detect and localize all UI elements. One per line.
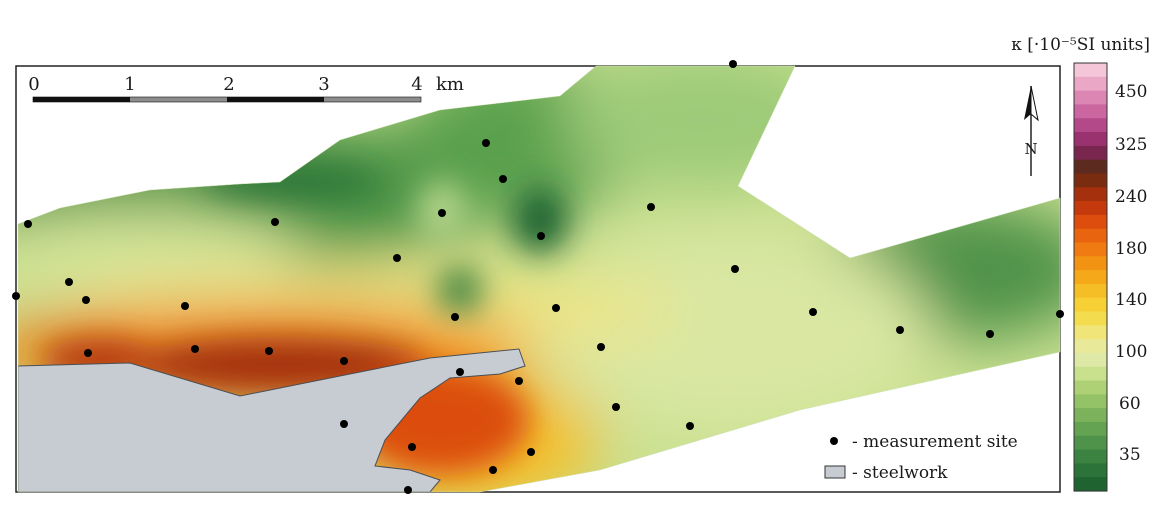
colorbar-segment [1074, 339, 1107, 354]
colorbar-segment [1074, 90, 1107, 106]
dot-icon [830, 437, 838, 445]
legend: - measurement site - steelwork [824, 432, 1018, 483]
colorbar-segment [1074, 283, 1107, 299]
colorbar-segment [1074, 201, 1107, 216]
measurement-site-dot [729, 60, 737, 68]
colorbar-segment [1074, 380, 1107, 395]
scale-unit: km [436, 74, 464, 95]
scale-tick-2: 2 [223, 74, 234, 95]
steelwork-swatch-icon [824, 465, 846, 479]
colorbar-segment [1074, 76, 1107, 92]
measurement-site-dot [1056, 310, 1064, 318]
colorbar-tick-325: 325 [1115, 135, 1147, 155]
measurement-site-dot [451, 313, 459, 321]
colorbar-tick-35: 35 [1119, 445, 1141, 465]
scale-tick-3: 3 [318, 74, 329, 95]
colorbar-segment [1074, 463, 1107, 478]
measurement-site-dot [191, 345, 199, 353]
measurement-site-dot [986, 330, 994, 338]
colorbar-segment [1074, 270, 1107, 285]
scale-tick-1: 1 [124, 74, 135, 95]
colorbar-segment [1074, 477, 1107, 492]
colorbar-segment [1074, 132, 1107, 147]
colorbar-segment [1074, 366, 1107, 382]
measurement-site-dot [489, 466, 497, 474]
colorbar-segment [1074, 228, 1107, 244]
measurement-sites [12, 60, 1064, 494]
colorbar-tick-100: 100 [1115, 342, 1147, 362]
colorbar-tick-140: 140 [1115, 290, 1147, 310]
measurement-site-dot [438, 209, 446, 217]
measurement-site-dot [65, 278, 73, 286]
colorbar-frame [1073, 62, 1108, 492]
colorbar-segment [1074, 352, 1107, 368]
north-arrow-icon: N [1024, 85, 1039, 176]
measurement-site-dot [552, 304, 560, 312]
measurement-site-dot [271, 218, 279, 226]
measurement-site-dot [499, 175, 507, 183]
measurement-site-dot [731, 265, 739, 273]
measurement-site-dot [456, 368, 464, 376]
measurement-site-dot [393, 254, 401, 262]
measurement-site-dot [686, 422, 694, 430]
legend-label-measurement-site: - measurement site [852, 432, 1018, 452]
colorbar-segment [1074, 242, 1107, 257]
colorbar-tick-450: 450 [1115, 82, 1147, 102]
colorbar-segment [1074, 325, 1107, 340]
steelwork-area [18, 348, 526, 492]
measurement-site-dot [896, 326, 904, 334]
measurement-site-dot [527, 448, 535, 456]
colorbar-segment [1074, 63, 1107, 78]
colorbar-segment [1074, 435, 1107, 451]
scale-tick-0: 0 [28, 74, 39, 95]
measurement-site-dot [265, 347, 273, 355]
measurement-site-dot [597, 343, 605, 351]
colorbar-segment [1074, 311, 1107, 326]
measurement-site-dot [482, 139, 490, 147]
colorbar-tick-240: 240 [1115, 187, 1147, 207]
measurement-site-dot [809, 308, 817, 316]
scale-bar: 0 1 2 3 4 km [28, 74, 464, 103]
measurement-site-dot [647, 203, 655, 211]
colorbar-tick-180: 180 [1115, 239, 1147, 259]
measurement-site-dot [24, 220, 32, 228]
measurement-site-dot [515, 377, 523, 385]
measurement-site-dot [404, 486, 412, 494]
colorbar-segment [1074, 297, 1107, 313]
measurement-site-dot [84, 349, 92, 357]
measurement-site-dot [82, 296, 90, 304]
colorbar-segment [1074, 173, 1107, 188]
colorbar-segment [1074, 256, 1107, 271]
colorbar-segment [1074, 408, 1107, 423]
measurement-site-dot [340, 420, 348, 428]
north-label: N [1024, 140, 1037, 158]
colorbar [1074, 63, 1107, 492]
colorbar-tick-60: 60 [1119, 394, 1141, 414]
measurement-site-dot [612, 403, 620, 411]
colorbar-segment [1074, 118, 1107, 133]
measurement-site-dot [181, 302, 189, 310]
colorbar-segment [1074, 449, 1107, 464]
measurement-site-dot [340, 357, 348, 365]
scale-tick-4: 4 [411, 74, 422, 95]
measurement-site-dot [408, 443, 416, 451]
colorbar-segment [1074, 394, 1107, 409]
colorbar-segment [1074, 421, 1107, 437]
measurement-site-dot [12, 292, 20, 300]
colorbar-title: κ [·10⁻⁵SI units] [1011, 35, 1150, 55]
measurement-site-dot [537, 232, 545, 240]
colorbar-ticks: 450 325 240 180 140 100 60 35 [1115, 82, 1147, 465]
colorbar-segment [1074, 187, 1107, 202]
colorbar-segment [1074, 145, 1107, 161]
colorbar-segment [1074, 159, 1107, 175]
colorbar-segment [1074, 104, 1107, 119]
colorbar-segment [1074, 214, 1107, 230]
legend-label-steelwork: - steelwork [852, 463, 948, 483]
